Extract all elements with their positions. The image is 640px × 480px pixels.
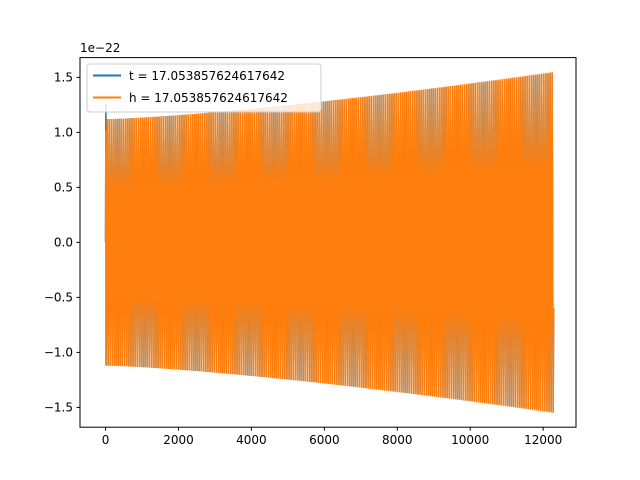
series-line-h xyxy=(104,72,555,413)
legend: t = 17.053857624617642 h = 17.0538576246… xyxy=(86,63,322,113)
y-tick-label: 0.0 xyxy=(54,235,73,249)
x-tick-label: 12000 xyxy=(524,433,562,447)
x-tick-label: 0 xyxy=(102,433,110,447)
x-tick-label: 2000 xyxy=(163,433,194,447)
y-axis: −1.5 −1.0 −0.5 0.0 0.5 1.0 1.5 xyxy=(44,70,80,414)
series-layer xyxy=(104,72,555,413)
y-tick-label: 1.5 xyxy=(54,70,73,84)
legend-label-t: t = 17.053857624617642 xyxy=(129,69,285,83)
y-tick-label: −1.5 xyxy=(44,400,73,414)
legend-box xyxy=(86,63,322,113)
y-tick-label: −1.0 xyxy=(44,345,73,359)
y-tick-label: 1.0 xyxy=(54,125,73,139)
x-tick-label: 8000 xyxy=(382,433,413,447)
y-offset-label: 1e−22 xyxy=(80,41,120,55)
y-tick-label: −0.5 xyxy=(44,290,73,304)
x-tick-label: 6000 xyxy=(309,433,340,447)
x-axis: 0 2000 4000 6000 8000 10000 12000 xyxy=(102,427,562,447)
y-tick-label: 0.5 xyxy=(54,180,73,194)
x-tick-label: 10000 xyxy=(451,433,489,447)
legend-label-h: h = 17.053857624617642 xyxy=(129,91,288,105)
x-tick-label: 4000 xyxy=(236,433,267,447)
